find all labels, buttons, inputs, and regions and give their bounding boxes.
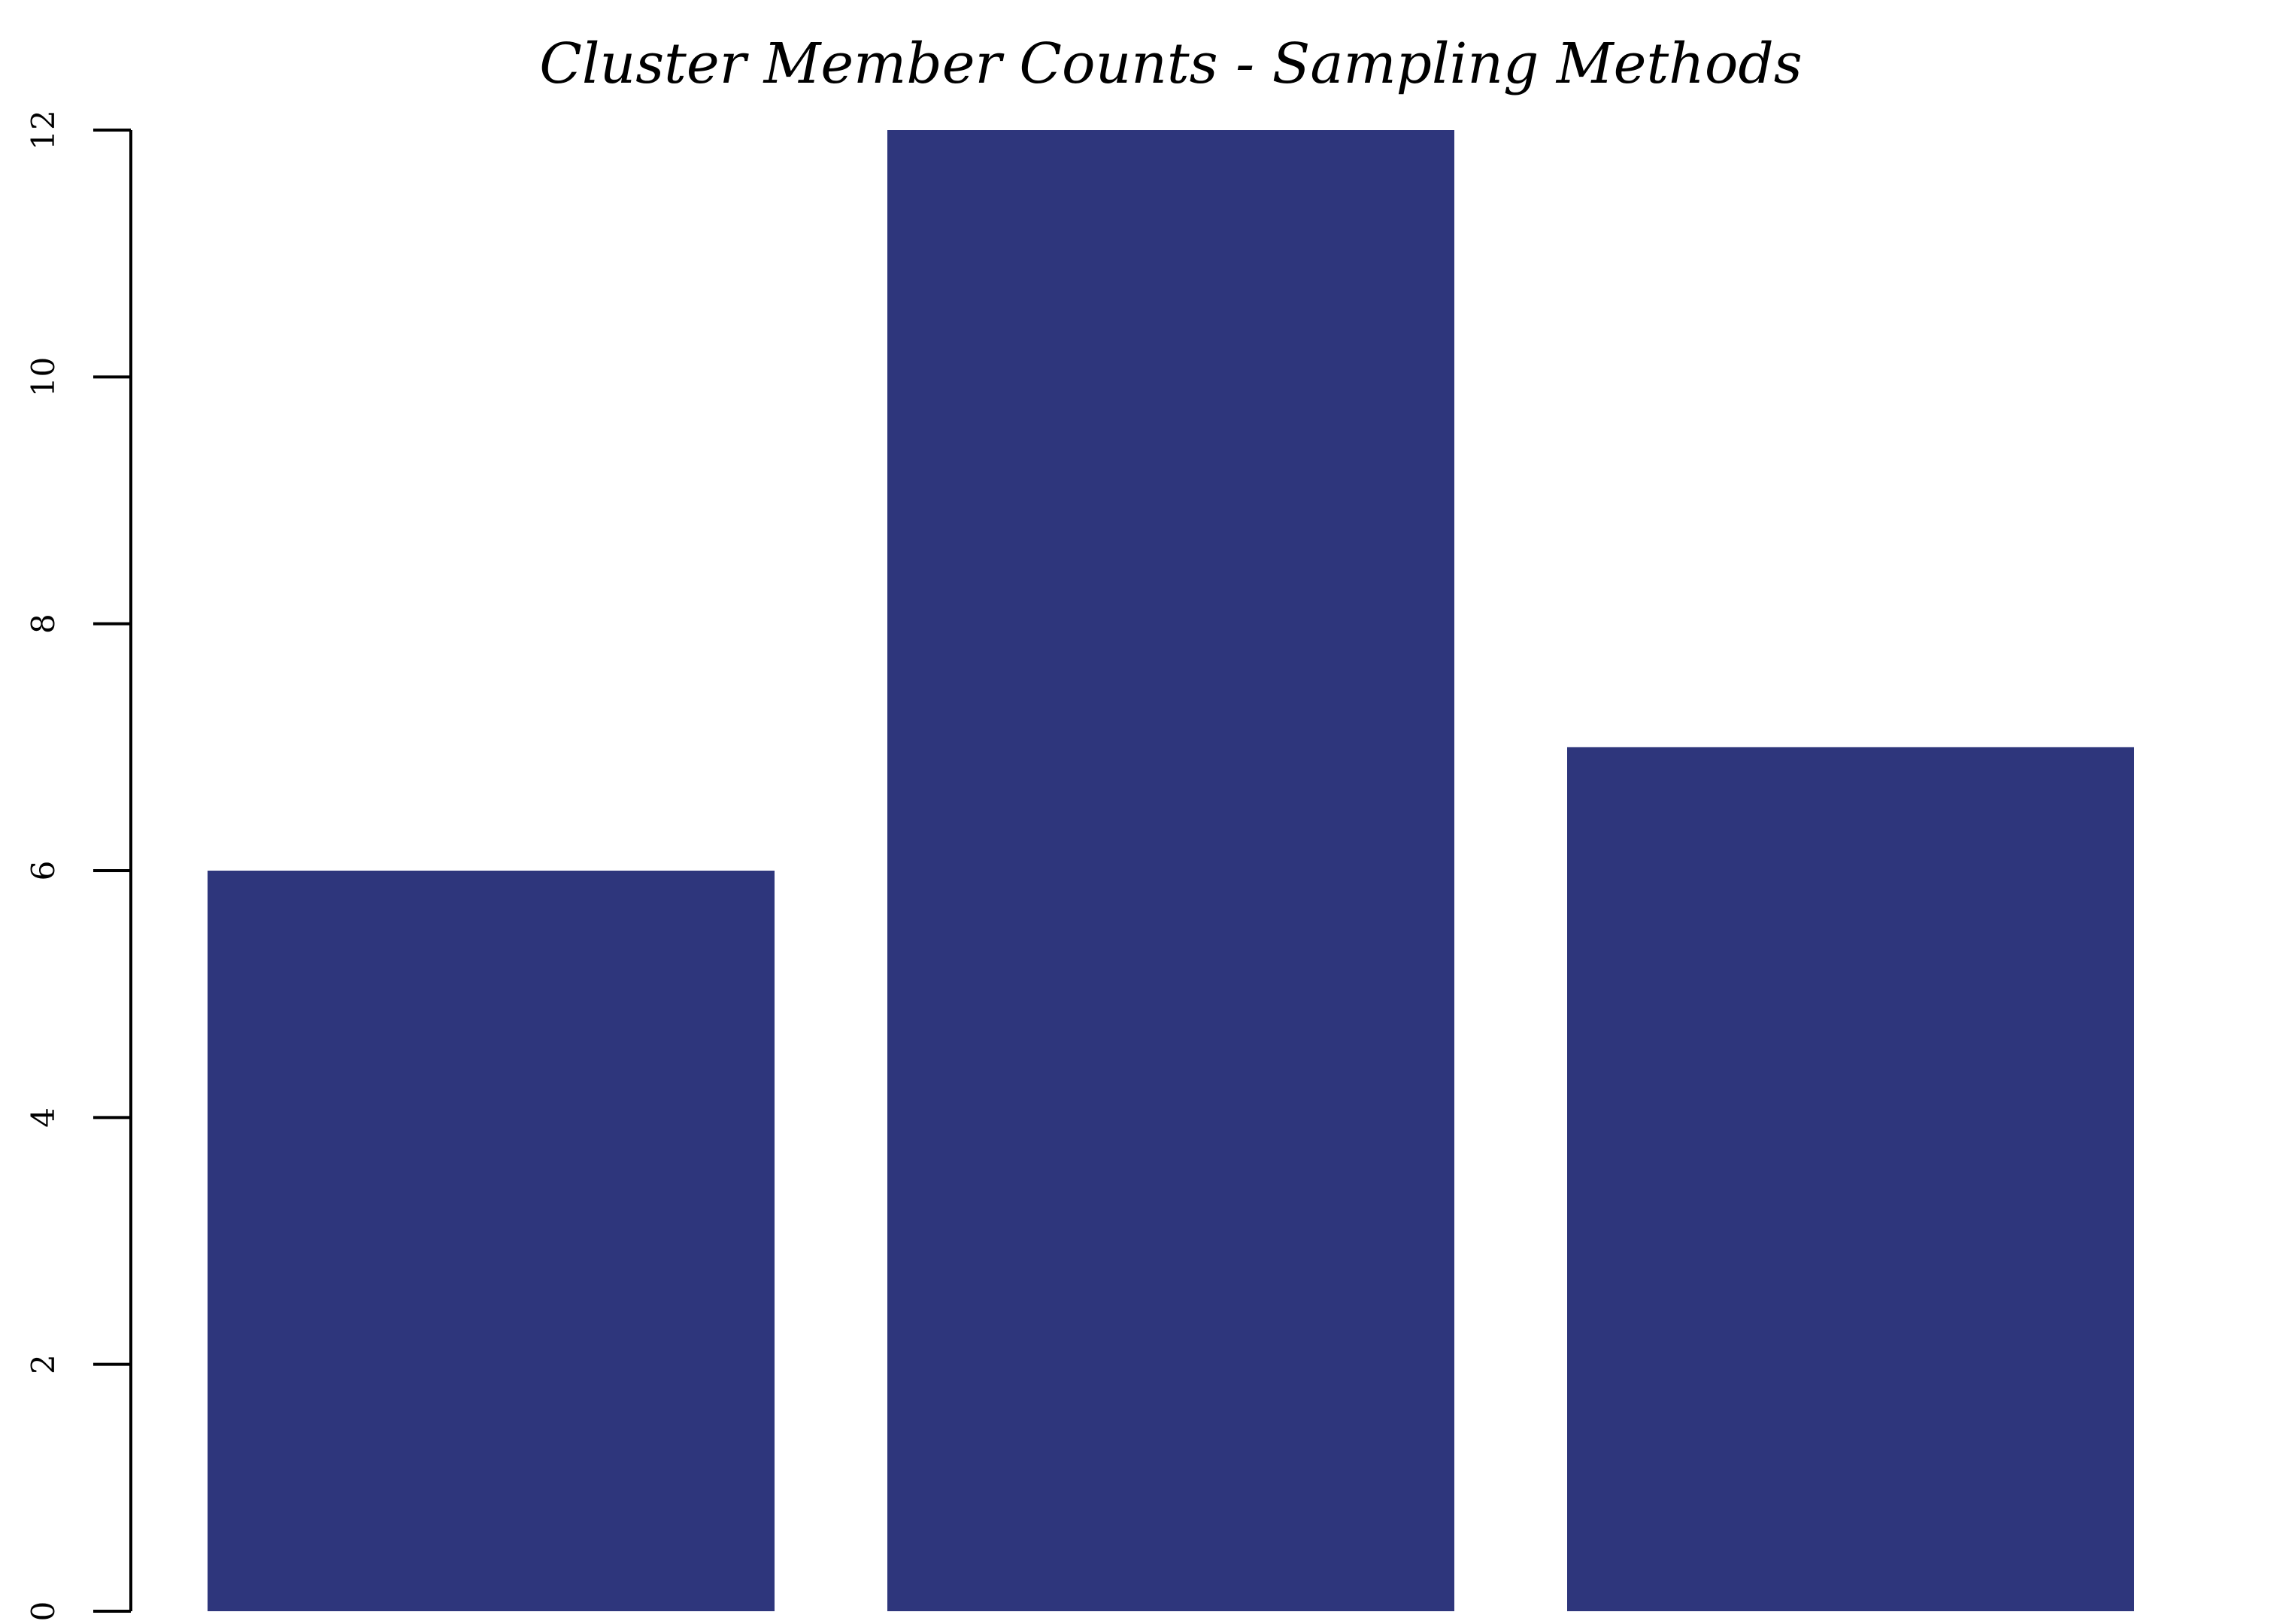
y-tick-label: 12 [25,110,62,150]
bar-3 [1567,747,2134,1612]
y-tick-label: 4 [25,1107,62,1128]
bar-2 [887,130,1454,1611]
y-tick-label: 6 [25,861,62,881]
y-tick-label: 10 [25,357,62,397]
y-axis: 0 2 4 6 8 10 12 [25,110,132,1622]
chart-title: Cluster Member Counts - Sampling Methods [539,32,1803,96]
y-tick-label: 8 [25,614,62,634]
y-tick-label: 0 [25,1601,62,1622]
bar-1 [208,871,775,1611]
bars-layer [208,130,2134,1612]
y-tick-label: 2 [25,1354,62,1374]
